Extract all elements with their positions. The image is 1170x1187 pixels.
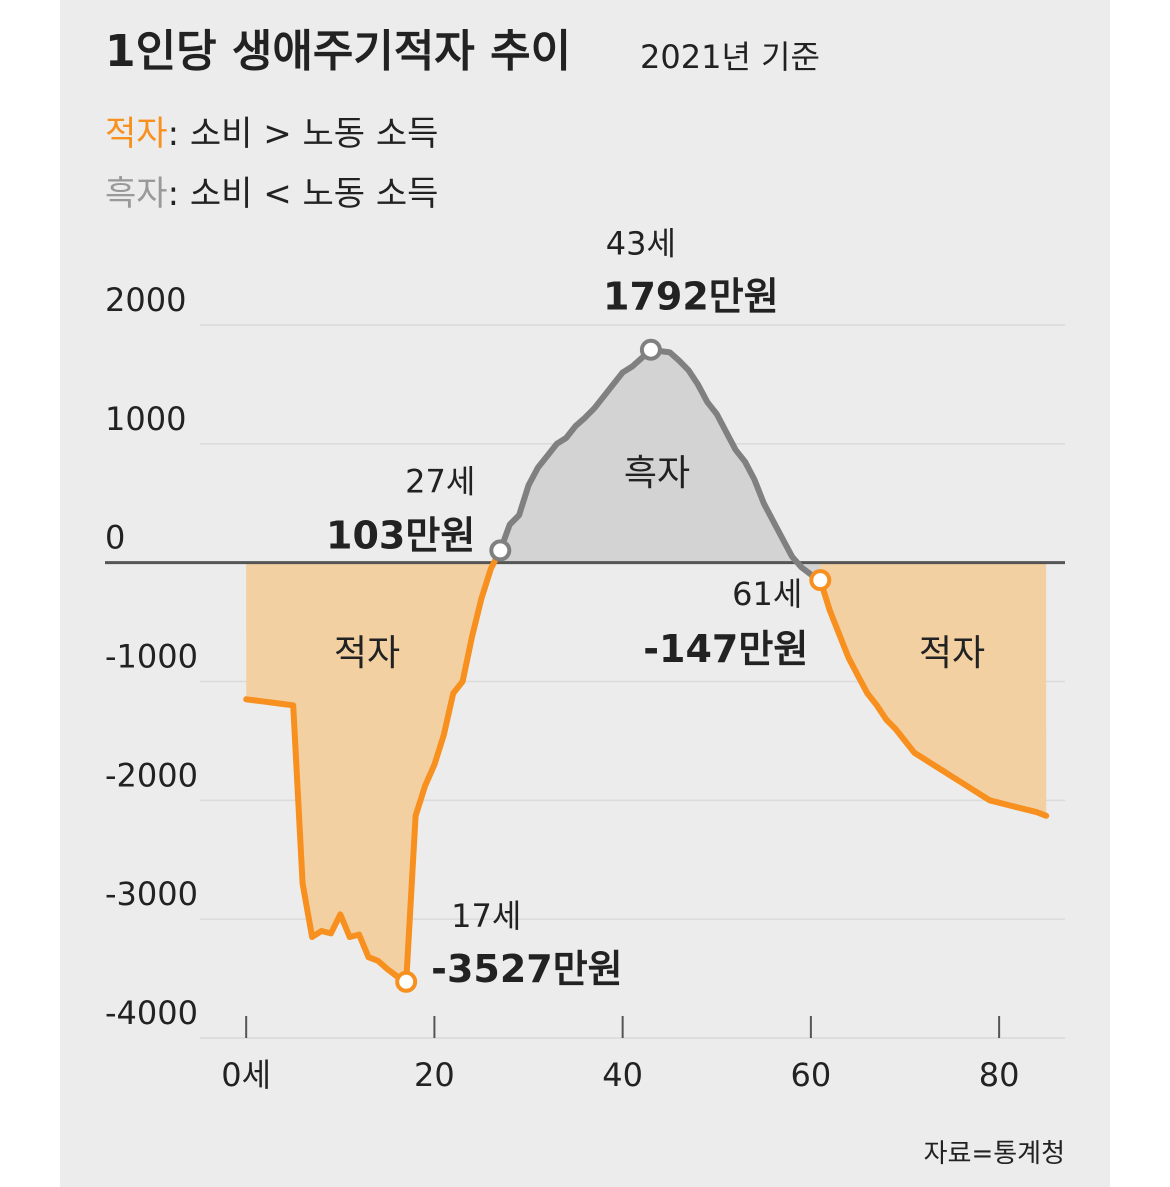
area-label: 흑자 <box>624 453 690 494</box>
annotation-value: -147만원 <box>643 627 808 671</box>
annotation-marker <box>639 338 662 361</box>
y-tick-label: 2000 <box>105 281 186 319</box>
source: 자료=통계청 <box>924 1139 1065 1169</box>
x-tick-label: 60 <box>791 1056 832 1094</box>
x-tick-label: 20 <box>414 1056 455 1094</box>
annotation-age: 43세 <box>606 225 676 263</box>
chart-subtitle: 2021년 기준 <box>640 38 820 76</box>
chart-title: 1인당 생애주기적자 추이 <box>105 26 571 77</box>
annotation-age: 27세 <box>405 462 475 500</box>
legend-description: : 소비 < 노동 소득 <box>168 174 439 214</box>
y-tick-label: -4000 <box>105 994 198 1032</box>
line <box>817 577 1050 819</box>
areas <box>246 349 1047 982</box>
y-tick-label: 1000 <box>105 400 186 438</box>
legend-name: 적자 <box>105 114 168 154</box>
area-label: 적자 <box>334 633 400 674</box>
annotation-marker <box>489 539 512 562</box>
x-tick-label: 80 <box>979 1056 1020 1094</box>
area-label: 적자 <box>919 633 985 674</box>
annotation-age: 17세 <box>451 897 521 935</box>
y-tick-label: -3000 <box>105 875 198 913</box>
annotation-marker <box>809 569 832 592</box>
annotation-value: 1792만원 <box>603 275 779 319</box>
line <box>243 547 504 985</box>
legend-name: 흑자 <box>105 174 168 214</box>
legend-entry: 흑자: 소비 < 노동 소득 <box>105 174 438 214</box>
annotation-value: -3527만원 <box>431 947 622 991</box>
area <box>820 562 1047 816</box>
area <box>246 550 501 982</box>
y-tick-label: -2000 <box>105 756 198 794</box>
x-tick-label: 40 <box>602 1056 643 1094</box>
annotation-marker <box>395 970 418 993</box>
annotation-value: 103만원 <box>326 513 475 557</box>
legend-entry: 적자: 소비 > 노동 소득 <box>105 114 438 154</box>
legend-description: : 소비 > 노동 소득 <box>168 114 439 154</box>
area <box>500 349 821 581</box>
annotation-age: 61세 <box>732 575 802 613</box>
y-tick-label: 0 <box>105 519 125 557</box>
y-tick-label: -1000 <box>105 638 198 676</box>
x-tick-label: 0세 <box>221 1056 271 1094</box>
